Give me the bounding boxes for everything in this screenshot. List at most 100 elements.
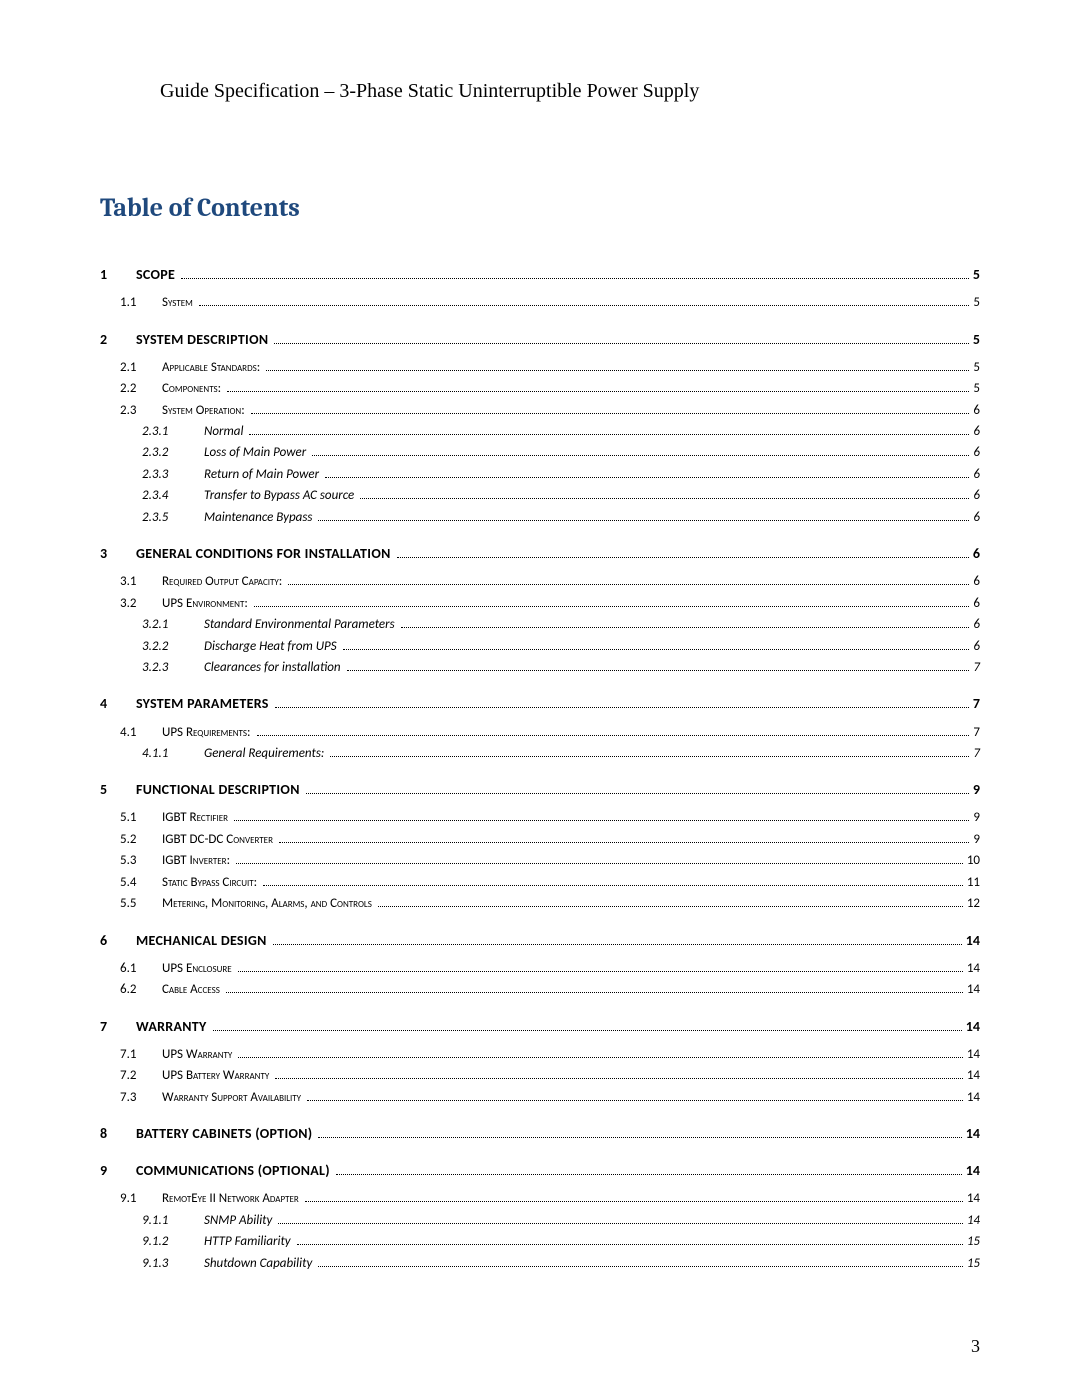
toc-entry-title: SYSTEM DESCRIPTION [136, 328, 272, 351]
toc-entry-page: 14 [965, 1087, 980, 1108]
toc-entry: 3.2.2Discharge Heat from UPS6 [100, 636, 980, 657]
toc-entry-page: 14 [965, 979, 980, 1000]
toc-leader-dots [251, 413, 970, 414]
toc-leader-dots [318, 520, 969, 521]
toc-entry-number: 7.2 [120, 1065, 162, 1086]
toc-entry-page: 6 [971, 542, 980, 565]
toc-body: 1SCOPE51.1System52SYSTEM DESCRIPTION52.1… [100, 263, 980, 1274]
toc-leader-dots [278, 1223, 962, 1224]
toc-entry-title: Metering, Monitoring, Alarms, and Contro… [162, 893, 376, 914]
toc-entry-page: 6 [971, 421, 980, 442]
toc-entry-page: 14 [965, 1065, 980, 1086]
toc-heading: Table of Contents [100, 193, 980, 223]
toc-entry-title: BATTERY CABINETS (OPTION) [136, 1122, 316, 1145]
toc-entry: 5FUNCTIONAL DESCRIPTION9 [100, 778, 980, 801]
toc-entry-page: 15 [965, 1231, 980, 1252]
toc-entry-number: 5.2 [120, 829, 162, 850]
toc-entry-page: 5 [971, 378, 980, 399]
toc-leader-dots [227, 391, 969, 392]
toc-entry-title: Maintenance Bypass [204, 507, 316, 528]
toc-entry-number: 3.2.3 [142, 657, 204, 678]
toc-leader-dots [275, 707, 969, 708]
toc-entry-title: RemotEye II Network Adapter [162, 1188, 303, 1209]
toc-entry-number: 7.3 [120, 1087, 162, 1108]
toc-entry-title: WARRANTY [136, 1015, 211, 1038]
toc-entry-title: Static Bypass Circuit: [162, 872, 261, 893]
toc-entry-number: 4.1.1 [142, 743, 204, 764]
toc-entry-title: SYSTEM PARAMETERS [136, 692, 273, 715]
toc-entry-page: 14 [965, 1210, 980, 1231]
toc-entry-title: SNMP Ability [204, 1210, 276, 1231]
toc-entry-page: 14 [965, 1188, 980, 1209]
toc-entry: 7.1UPS Warranty14 [100, 1044, 980, 1065]
toc-entry-number: 7.1 [120, 1044, 162, 1065]
toc-entry-page: 14 [965, 958, 980, 979]
toc-leader-dots [318, 1137, 961, 1138]
toc-entry-page: 15 [965, 1253, 980, 1274]
toc-entry-page: 7 [971, 743, 980, 764]
toc-entry-title: GENERAL CONDITIONS FOR INSTALLATION [136, 542, 395, 565]
toc-leader-dots [274, 343, 969, 344]
toc-entry-title: Shutdown Capability [204, 1253, 316, 1274]
toc-entry-number: 2.3.3 [142, 464, 204, 485]
toc-entry-title: Warranty Support Availability [162, 1087, 305, 1108]
toc-leader-dots [325, 477, 969, 478]
toc-entry-title: Discharge Heat from UPS [204, 636, 341, 657]
toc-entry-title: UPS Warranty [162, 1044, 236, 1065]
toc-leader-dots [343, 649, 970, 650]
toc-entry-page: 6 [971, 614, 980, 635]
toc-entry: 8BATTERY CABINETS (OPTION)14 [100, 1122, 980, 1145]
toc-entry-number: 9.1.1 [142, 1210, 204, 1231]
toc-leader-dots [401, 627, 970, 628]
toc-leader-dots [330, 756, 969, 757]
toc-entry-title: Components: [162, 378, 225, 399]
toc-leader-dots [266, 370, 969, 371]
toc-entry: 3.2.1Standard Environmental Parameters6 [100, 614, 980, 635]
toc-leader-dots [378, 906, 963, 907]
toc-entry: 2.3.2Loss of Main Power6 [100, 442, 980, 463]
toc-entry: 2.3.5Maintenance Bypass6 [100, 507, 980, 528]
toc-entry-number: 2.3.2 [142, 442, 204, 463]
toc-entry-page: 14 [964, 1015, 980, 1038]
toc-entry-number: 2.3.5 [142, 507, 204, 528]
toc-entry: 4SYSTEM PARAMETERS7 [100, 692, 980, 715]
toc-entry: 3GENERAL CONDITIONS FOR INSTALLATION6 [100, 542, 980, 565]
document-page: Guide Specification – 3-Phase Static Uni… [0, 0, 1080, 1314]
toc-entry-number: 6.1 [120, 958, 162, 979]
toc-entry-number: 7 [100, 1015, 136, 1038]
toc-entry-number: 8 [100, 1122, 136, 1145]
toc-leader-dots [305, 1201, 963, 1202]
toc-entry-number: 9 [100, 1159, 136, 1182]
toc-entry-number: 2.3.1 [142, 421, 204, 442]
toc-leader-dots [199, 305, 970, 306]
toc-entry: 2.3.3Return of Main Power6 [100, 464, 980, 485]
toc-entry: 9.1RemotEye II Network Adapter14 [100, 1188, 980, 1209]
toc-entry: 2SYSTEM DESCRIPTION5 [100, 328, 980, 351]
toc-entry-title: IGBT DC-DC Converter [162, 829, 277, 850]
toc-entry: 9COMMUNICATIONS (OPTIONAL)14 [100, 1159, 980, 1182]
toc-entry: 2.2Components:5 [100, 378, 980, 399]
toc-entry-page: 9 [971, 829, 980, 850]
toc-entry-page: 9 [971, 807, 980, 828]
toc-entry-page: 5 [971, 263, 980, 286]
toc-leader-dots [273, 944, 962, 945]
toc-leader-dots [307, 1100, 963, 1101]
toc-entry: 9.1.2HTTP Familiarity15 [100, 1231, 980, 1252]
toc-entry-title: Transfer to Bypass AC source [204, 485, 358, 506]
page-header: Guide Specification – 3-Phase Static Uni… [160, 80, 980, 103]
toc-entry-page: 5 [971, 357, 980, 378]
toc-entry-title: SCOPE [136, 263, 179, 286]
toc-entry-number: 5.5 [120, 893, 162, 914]
toc-entry-page: 12 [965, 893, 980, 914]
toc-leader-dots [263, 885, 963, 886]
toc-entry-number: 2.3 [120, 400, 162, 421]
toc-entry-title: UPS Requirements: [162, 722, 255, 743]
toc-entry-title: Clearances for installation [204, 657, 345, 678]
toc-leader-dots [288, 584, 969, 585]
toc-entry: 9.1.1SNMP Ability 14 [100, 1210, 980, 1231]
toc-entry-title: IGBT Rectifier [162, 807, 232, 828]
toc-entry: 7.3Warranty Support Availability 14 [100, 1087, 980, 1108]
toc-entry-title: General Requirements: [204, 743, 328, 764]
toc-entry-page: 11 [965, 872, 980, 893]
toc-entry-number: 5.4 [120, 872, 162, 893]
